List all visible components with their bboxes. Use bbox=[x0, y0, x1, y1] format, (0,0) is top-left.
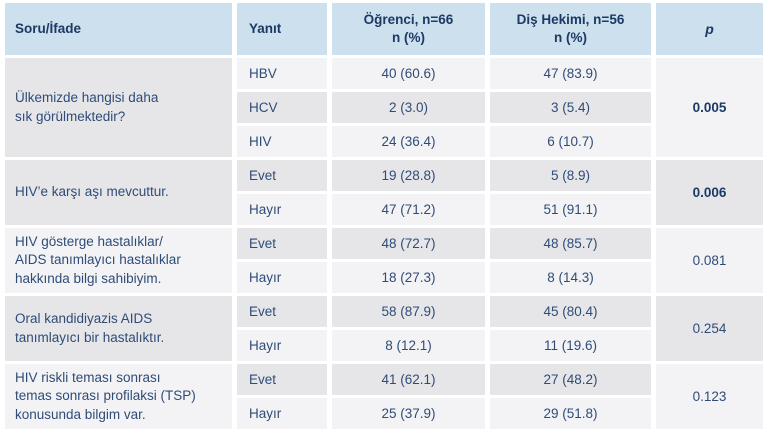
dentist-value-cell: 11 (19.6) bbox=[490, 330, 651, 361]
p-value-cell: 0.006 bbox=[656, 160, 763, 225]
col-header-dentist-sublabel: n (%) bbox=[554, 30, 587, 45]
student-value-cell: 25 (37.9) bbox=[332, 398, 485, 429]
student-value-cell: 58 (87.9) bbox=[332, 296, 485, 327]
col-header-p-label: p bbox=[705, 20, 714, 37]
col-header-student: Öğrenci, n=66 n (%) bbox=[332, 3, 485, 55]
dentist-value-cell: 47 (83.9) bbox=[490, 58, 651, 89]
col-header-student-sublabel: n (%) bbox=[392, 30, 425, 45]
question-cell: HIV’e karşı aşı mevcuttur. bbox=[5, 160, 232, 225]
table-row: Hayır 47 (71.2) 51 (91.1) bbox=[5, 194, 763, 225]
student-value-cell: 2 (3.0) bbox=[332, 92, 485, 123]
dentist-value-cell: 6 (10.7) bbox=[490, 126, 651, 157]
answer-cell: Hayır bbox=[237, 330, 327, 361]
student-value-cell: 48 (72.7) bbox=[332, 228, 485, 259]
student-value-cell: 8 (12.1) bbox=[332, 330, 485, 361]
table-row: HIV riskli teması sonrası temas sonrası … bbox=[5, 364, 763, 429]
col-header-student-label: Öğrenci, n=66 bbox=[363, 11, 454, 27]
dentist-value-cell: 29 (51.8) bbox=[490, 398, 651, 429]
question-cell: Ülkemizde hangisi daha sık görülmektedir… bbox=[5, 58, 232, 157]
answer-cell: HCV bbox=[237, 92, 327, 123]
answer-cell: Evet bbox=[237, 160, 327, 191]
dentist-value-cell: 45 (80.4) bbox=[490, 296, 651, 327]
table-row: Hayır 25 (37.9) 29 (51.8) bbox=[5, 398, 763, 429]
dentist-value-cell: 5 (8.9) bbox=[490, 160, 651, 191]
answer-cell: Evet bbox=[237, 364, 327, 395]
p-value-cell: 0.254 bbox=[656, 296, 763, 361]
student-value-cell: 19 (28.8) bbox=[332, 160, 485, 191]
p-value-cell: 0.123 bbox=[656, 364, 763, 429]
student-value-cell: 24 (36.4) bbox=[332, 126, 485, 157]
question-cell: HIV riskli teması sonrası temas sonrası … bbox=[5, 364, 232, 429]
answer-cell: HIV bbox=[237, 126, 327, 157]
answer-cell: HBV bbox=[237, 58, 327, 89]
table-row: HIV’e karşı aşı mevcuttur. Evet 19 (28.8… bbox=[5, 160, 763, 225]
answer-cell: Hayır bbox=[237, 398, 327, 429]
col-header-answer-label: Yanıt bbox=[249, 20, 282, 36]
student-value-cell: 41 (62.1) bbox=[332, 364, 485, 395]
answer-cell: Hayır bbox=[237, 262, 327, 293]
answer-cell: Evet bbox=[237, 296, 327, 327]
dentist-value-cell: 8 (14.3) bbox=[490, 262, 651, 293]
table-row: Ülkemizde hangisi daha sık görülmektedir… bbox=[5, 58, 763, 157]
table-row: Oral kandidiyazis AIDS tanımlayıcı bir h… bbox=[5, 296, 763, 361]
table-row: HIV 24 (36.4) 6 (10.7) bbox=[5, 126, 763, 157]
col-header-dentist-label: Diş Hekimi, n=56 bbox=[516, 11, 625, 27]
answer-cell: Evet bbox=[237, 228, 327, 259]
student-value-cell: 40 (60.6) bbox=[332, 58, 485, 89]
dentist-value-cell: 48 (85.7) bbox=[490, 228, 651, 259]
question-cell: HIV gösterge hastalıklar/ AIDS tanımlayı… bbox=[5, 228, 232, 293]
header-row: Soru/İfade Yanıt Öğrenci, n=66 n (%) Diş… bbox=[5, 3, 763, 55]
col-header-p: p bbox=[656, 3, 763, 55]
table-row: Hayır 18 (27.3) 8 (14.3) bbox=[5, 262, 763, 293]
answer-cell: Hayır bbox=[237, 194, 327, 225]
col-header-answer: Yanıt bbox=[237, 3, 327, 55]
question-cell: Oral kandidiyazis AIDS tanımlayıcı bir h… bbox=[5, 296, 232, 361]
dentist-value-cell: 51 (91.1) bbox=[490, 194, 651, 225]
p-value-cell: 0.081 bbox=[656, 228, 763, 293]
table-row: HCV 2 (3.0) 3 (5.4) bbox=[5, 92, 763, 123]
dentist-value-cell: 27 (48.2) bbox=[490, 364, 651, 395]
p-value-cell: 0.005 bbox=[656, 58, 763, 157]
table-row: Hayır 8 (12.1) 11 (19.6) bbox=[5, 330, 763, 361]
table-row: HIV gösterge hastalıklar/ AIDS tanımlayı… bbox=[5, 228, 763, 293]
student-value-cell: 47 (71.2) bbox=[332, 194, 485, 225]
dentist-value-cell: 3 (5.4) bbox=[490, 92, 651, 123]
col-header-question-label: Soru/İfade bbox=[15, 20, 82, 36]
student-value-cell: 18 (27.3) bbox=[332, 262, 485, 293]
col-header-dentist: Diş Hekimi, n=56 n (%) bbox=[490, 3, 651, 55]
col-header-question: Soru/İfade bbox=[5, 3, 232, 55]
